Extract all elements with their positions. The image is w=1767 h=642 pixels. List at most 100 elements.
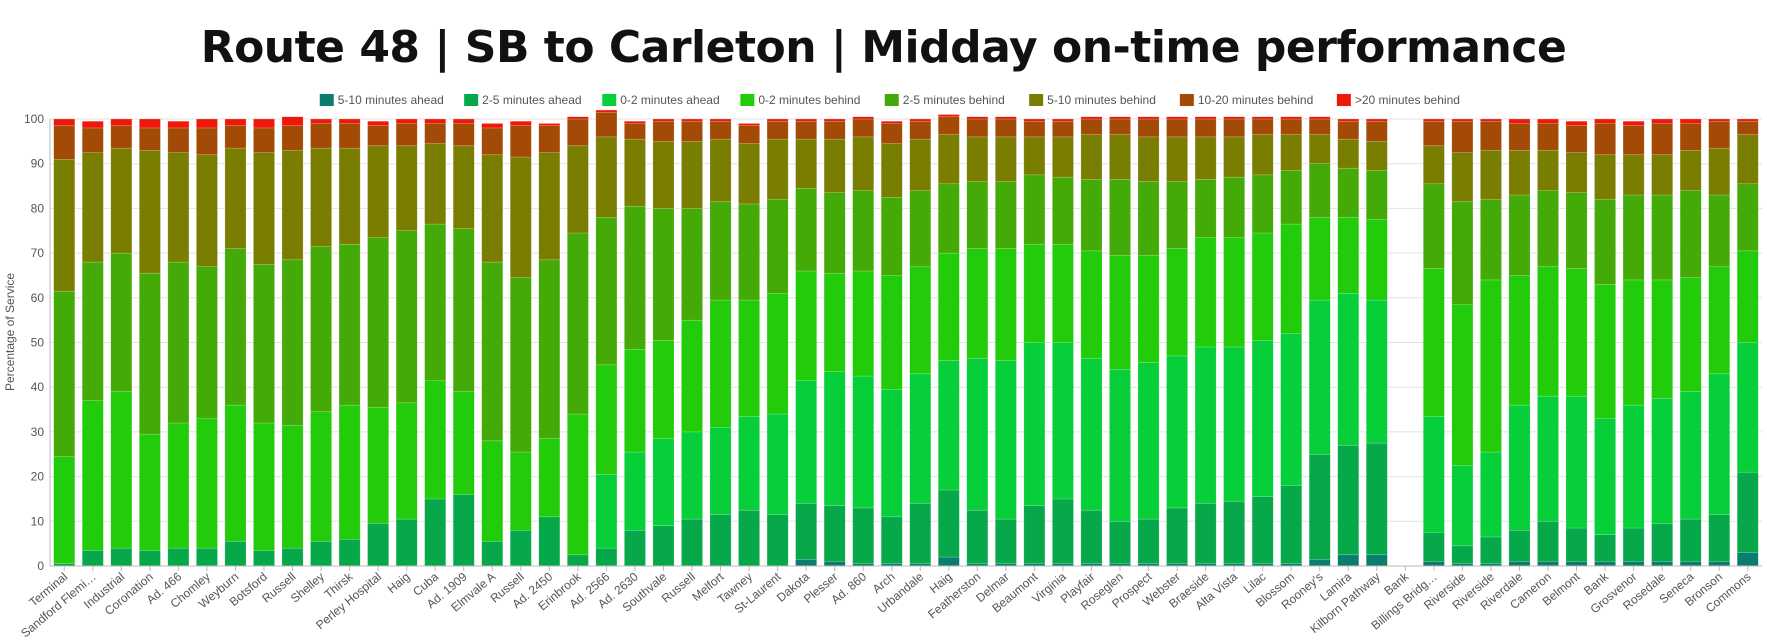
bar-segment[interactable] — [1508, 123, 1531, 151]
bar-segment[interactable] — [1308, 134, 1331, 164]
bar-segment[interactable] — [1337, 217, 1360, 294]
bar-segment[interactable] — [1594, 154, 1616, 200]
bar-segment[interactable] — [1052, 120, 1074, 138]
bar-segment[interactable] — [823, 561, 846, 567]
bar-segment[interactable] — [310, 118, 332, 124]
bar-segment[interactable] — [738, 203, 760, 301]
bar-segment[interactable] — [424, 143, 447, 225]
bar-segment[interactable] — [567, 145, 589, 234]
bar-segment[interactable] — [53, 290, 76, 457]
bar-segment[interactable] — [395, 230, 418, 404]
bar-segment[interactable] — [766, 138, 789, 200]
bar-segment[interactable] — [709, 120, 732, 140]
bar-segment[interactable] — [481, 154, 504, 263]
bar-segment[interactable] — [1423, 118, 1445, 122]
bar-segment[interactable] — [823, 118, 846, 122]
bar-segment[interactable] — [1080, 250, 1103, 359]
bar-segment[interactable] — [852, 507, 875, 565]
bar-segment[interactable] — [367, 120, 389, 126]
bar-segment[interactable] — [966, 248, 989, 359]
bar-segment[interactable] — [1337, 293, 1360, 446]
bar-segment[interactable] — [652, 141, 675, 209]
bar-segment[interactable] — [1166, 116, 1188, 120]
bar-segment[interactable] — [1166, 118, 1188, 138]
bar-segment[interactable] — [1708, 147, 1731, 196]
bar-segment[interactable] — [538, 259, 561, 439]
bar-segment[interactable] — [909, 118, 932, 122]
bar-segment[interactable] — [1537, 118, 1559, 124]
bar-segment[interactable] — [567, 413, 589, 556]
bar-segment[interactable] — [1080, 118, 1103, 135]
bar-segment[interactable] — [1508, 194, 1531, 276]
bar-segment[interactable] — [538, 125, 561, 153]
bar-segment[interactable] — [1308, 559, 1331, 567]
bar-segment[interactable] — [681, 431, 703, 520]
bar-segment[interactable] — [1166, 355, 1188, 509]
bar-segment[interactable] — [1223, 237, 1245, 348]
bar-segment[interactable] — [196, 154, 218, 267]
bar-segment[interactable] — [1622, 194, 1645, 281]
bar-segment[interactable] — [709, 427, 732, 515]
bar-segment[interactable] — [1565, 268, 1588, 397]
bar-segment[interactable] — [1052, 498, 1074, 565]
bar-segment[interactable] — [852, 118, 875, 138]
bar-segment[interactable] — [795, 120, 817, 140]
bar-segment[interactable] — [1280, 170, 1303, 225]
bar-segment[interactable] — [1052, 118, 1074, 122]
bar-segment[interactable] — [281, 424, 304, 549]
bar-segment[interactable] — [1280, 223, 1303, 334]
bar-segment[interactable] — [1223, 116, 1245, 120]
bar-segment[interactable] — [1451, 118, 1474, 122]
bar-segment[interactable] — [1023, 342, 1046, 506]
bar-segment[interactable] — [1251, 496, 1274, 565]
bar-segment[interactable] — [1480, 451, 1502, 538]
bar-segment[interactable] — [1565, 120, 1588, 126]
bar-segment[interactable] — [367, 145, 389, 238]
bar-segment[interactable] — [1480, 279, 1502, 453]
bar-segment[interactable] — [81, 261, 104, 401]
bar-segment[interactable] — [681, 518, 703, 567]
bar-segment[interactable] — [1594, 284, 1616, 419]
bar-segment[interactable] — [624, 120, 646, 124]
bar-segment[interactable] — [795, 138, 817, 189]
bar-segment[interactable] — [1023, 174, 1046, 245]
bar-segment[interactable] — [1651, 398, 1673, 524]
bar-segment[interactable] — [1365, 442, 1388, 556]
bar-segment[interactable] — [567, 118, 589, 147]
bar-segment[interactable] — [852, 270, 875, 377]
bar-segment[interactable] — [1280, 485, 1303, 565]
bar-segment[interactable] — [766, 293, 789, 415]
bar-segment[interactable] — [823, 120, 846, 140]
bar-segment[interactable] — [1736, 471, 1759, 553]
bar-segment[interactable] — [1708, 561, 1731, 567]
bar-segment[interactable] — [1679, 150, 1702, 191]
bar-segment[interactable] — [709, 514, 732, 567]
bar-segment[interactable] — [709, 201, 732, 301]
bar-segment[interactable] — [1651, 194, 1673, 281]
bar-segment[interactable] — [253, 127, 275, 153]
legend-item[interactable]: >20 minutes behind — [1336, 93, 1460, 107]
bar-segment[interactable] — [823, 192, 846, 274]
bar-segment[interactable] — [509, 451, 532, 531]
bar-segment[interactable] — [1480, 199, 1502, 281]
bar-segment[interactable] — [681, 208, 703, 321]
bar-segment[interactable] — [852, 136, 875, 191]
bar-segment[interactable] — [1109, 116, 1131, 120]
bar-segment[interactable] — [1537, 521, 1559, 562]
bar-segment[interactable] — [709, 118, 732, 122]
bar-segment[interactable] — [1109, 255, 1131, 370]
bar-segment[interactable] — [995, 136, 1017, 182]
bar-segment[interactable] — [966, 357, 989, 511]
bar-segment[interactable] — [937, 183, 960, 254]
legend-item[interactable]: 2-5 minutes ahead — [464, 93, 582, 107]
bar-segment[interactable] — [1280, 116, 1303, 120]
bar-segment[interactable] — [538, 123, 561, 126]
bar-segment[interactable] — [1194, 136, 1217, 180]
bar-segment[interactable] — [909, 190, 932, 267]
bar-segment[interactable] — [53, 158, 76, 292]
bar-segment[interactable] — [1736, 120, 1759, 135]
bar-segment[interactable] — [224, 248, 247, 406]
bar-segment[interactable] — [1109, 118, 1131, 135]
bar-segment[interactable] — [81, 152, 104, 263]
bar-segment[interactable] — [53, 118, 76, 126]
